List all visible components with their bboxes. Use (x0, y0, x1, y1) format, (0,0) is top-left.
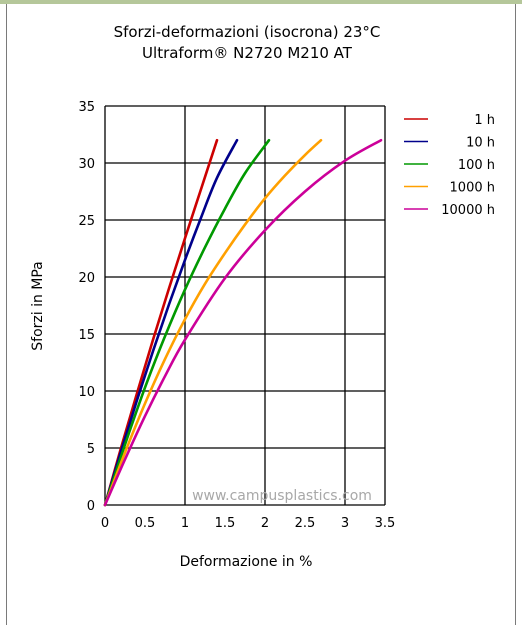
legend-label: 1000 h (450, 181, 495, 196)
series-line-100h (103, 138, 271, 507)
legend-label: 10000 h (441, 203, 495, 218)
y-tick-label: 25 (78, 214, 95, 229)
series-line-10h (103, 138, 239, 507)
x-tick-label: 3.5 (375, 516, 396, 531)
chart-title: Sforzi-deformazioni (isocrona) 23°C (114, 23, 381, 41)
legend: 1 h 10 h 100 h 1000 h 10000 h (404, 113, 495, 218)
series-curves (103, 138, 383, 507)
y-tick-label: 35 (78, 100, 95, 115)
legend-label: 100 h (458, 158, 495, 173)
x-tick-label: 1 (181, 516, 189, 531)
x-tick-label: 1.5 (215, 516, 236, 531)
y-tick-label: 15 (78, 328, 95, 343)
chart-frame (6, 4, 516, 625)
grid (104, 105, 386, 506)
y-axis-label: Sforzi in MPa (30, 261, 46, 351)
x-axis-label: Deformazione in % (180, 554, 313, 570)
legend-label: 10 h (466, 136, 495, 151)
x-tick-label: 3 (341, 516, 349, 531)
x-tick-label: 2.5 (295, 516, 316, 531)
x-tick-label: 0.5 (135, 516, 156, 531)
chart-subtitle: Ultraform® N2720 M210 AT (142, 44, 353, 62)
y-tick-label: 10 (78, 385, 95, 400)
y-tick-label: 30 (78, 157, 95, 172)
x-tick-label: 0 (101, 516, 109, 531)
legend-label: 1 h (474, 113, 495, 128)
watermark: www.campusplastics.com (192, 488, 372, 504)
y-tick-label: 20 (78, 271, 95, 286)
tick-labels: 0 0.5 1 1.5 2 2.5 3 3.5 0 5 10 15 20 25 30 35 (78, 100, 395, 531)
series-line-10000h (103, 138, 383, 507)
top-accent-bar (0, 0, 522, 4)
series-line-1000h (103, 138, 323, 507)
y-tick-label: 5 (87, 442, 95, 457)
y-tick-label: 0 (87, 499, 95, 514)
x-tick-label: 2 (261, 516, 269, 531)
